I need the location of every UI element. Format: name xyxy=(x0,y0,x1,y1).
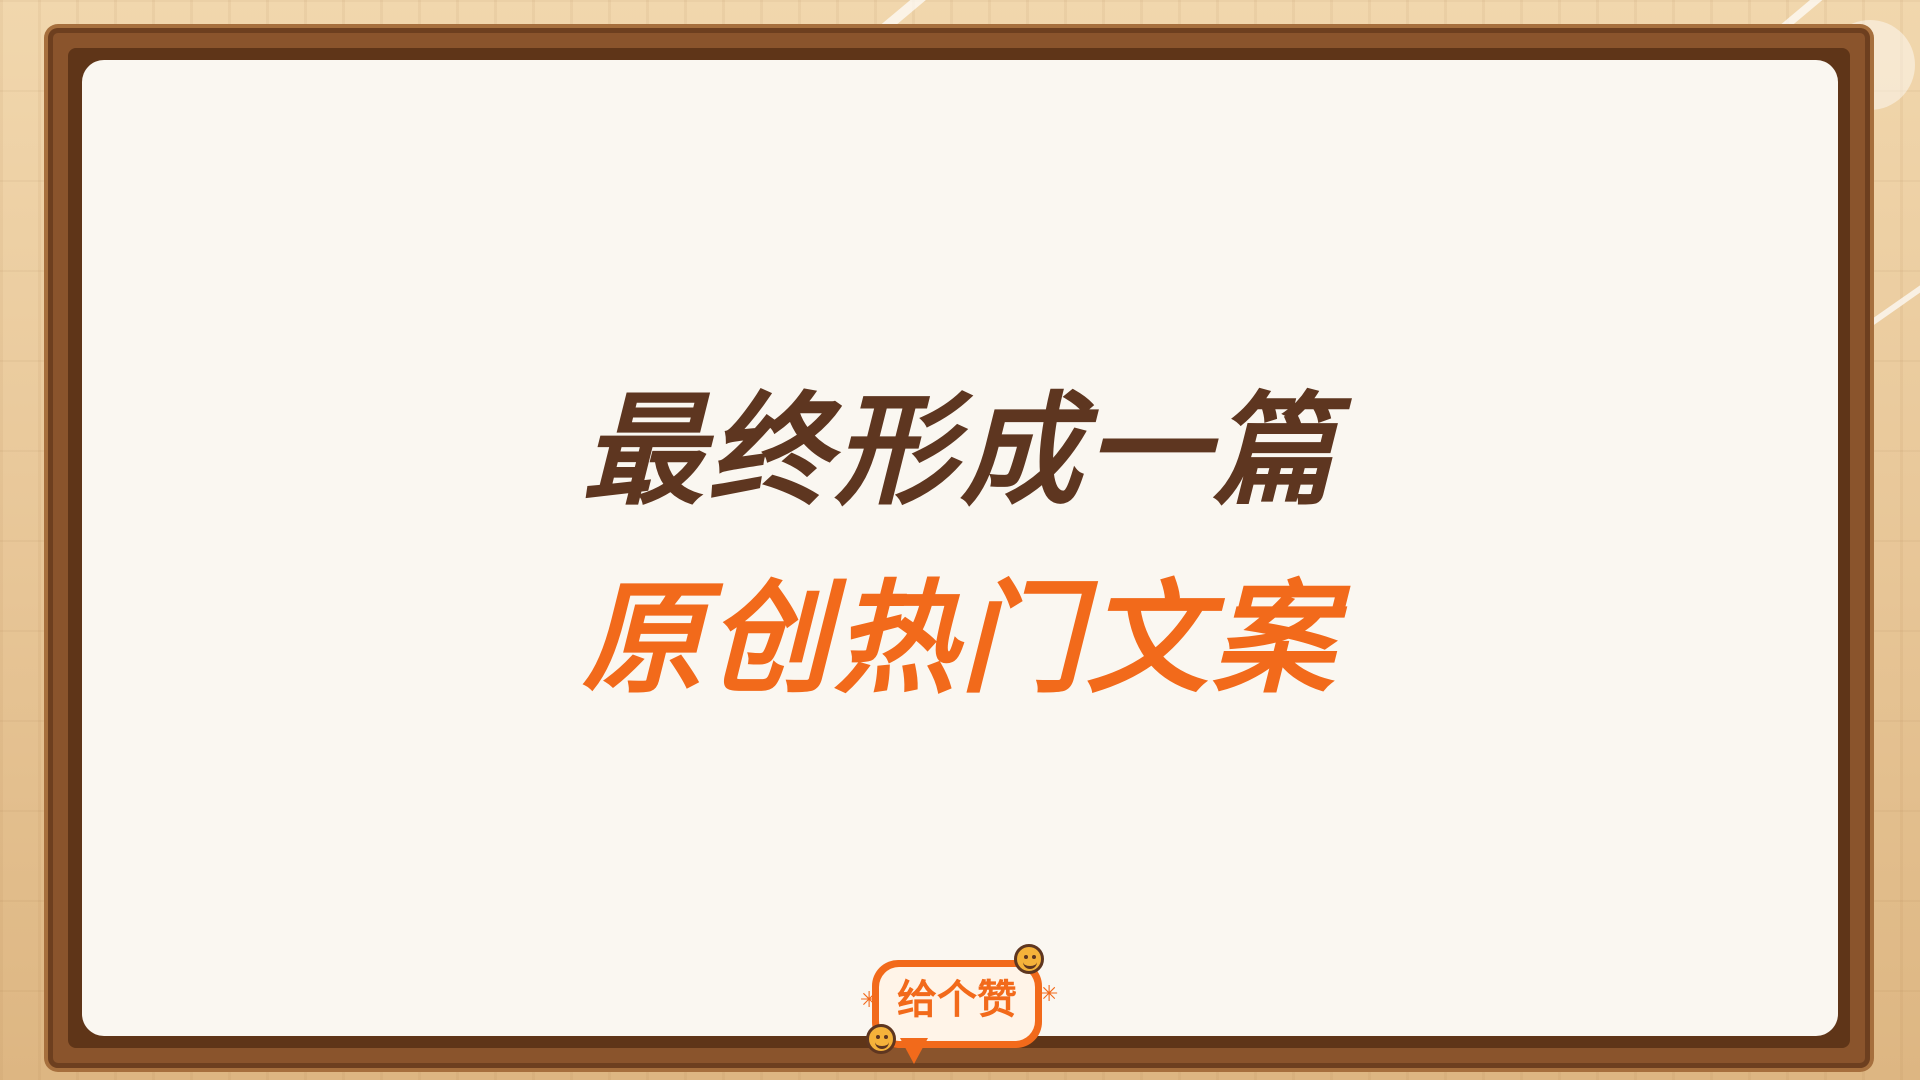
headline-line-1: 最终形成一篇 xyxy=(582,380,1338,522)
smiley-icon xyxy=(1014,944,1044,974)
like-bubble-inner xyxy=(879,967,1035,1041)
like-badge[interactable]: 给个赞 ✳ ✳ xyxy=(860,944,1058,1070)
like-label: 给个赞 xyxy=(897,977,1017,1023)
like-bubble-tail xyxy=(900,1038,928,1064)
sparkle-icon: ✳ xyxy=(1040,982,1059,1007)
board-surface xyxy=(82,60,1838,1036)
sparkle-icon: ✳ xyxy=(860,988,879,1013)
smiley-icon xyxy=(866,1024,896,1054)
like-bubble xyxy=(872,960,1042,1048)
headline-line-2: 原创热门文案 xyxy=(582,568,1338,710)
